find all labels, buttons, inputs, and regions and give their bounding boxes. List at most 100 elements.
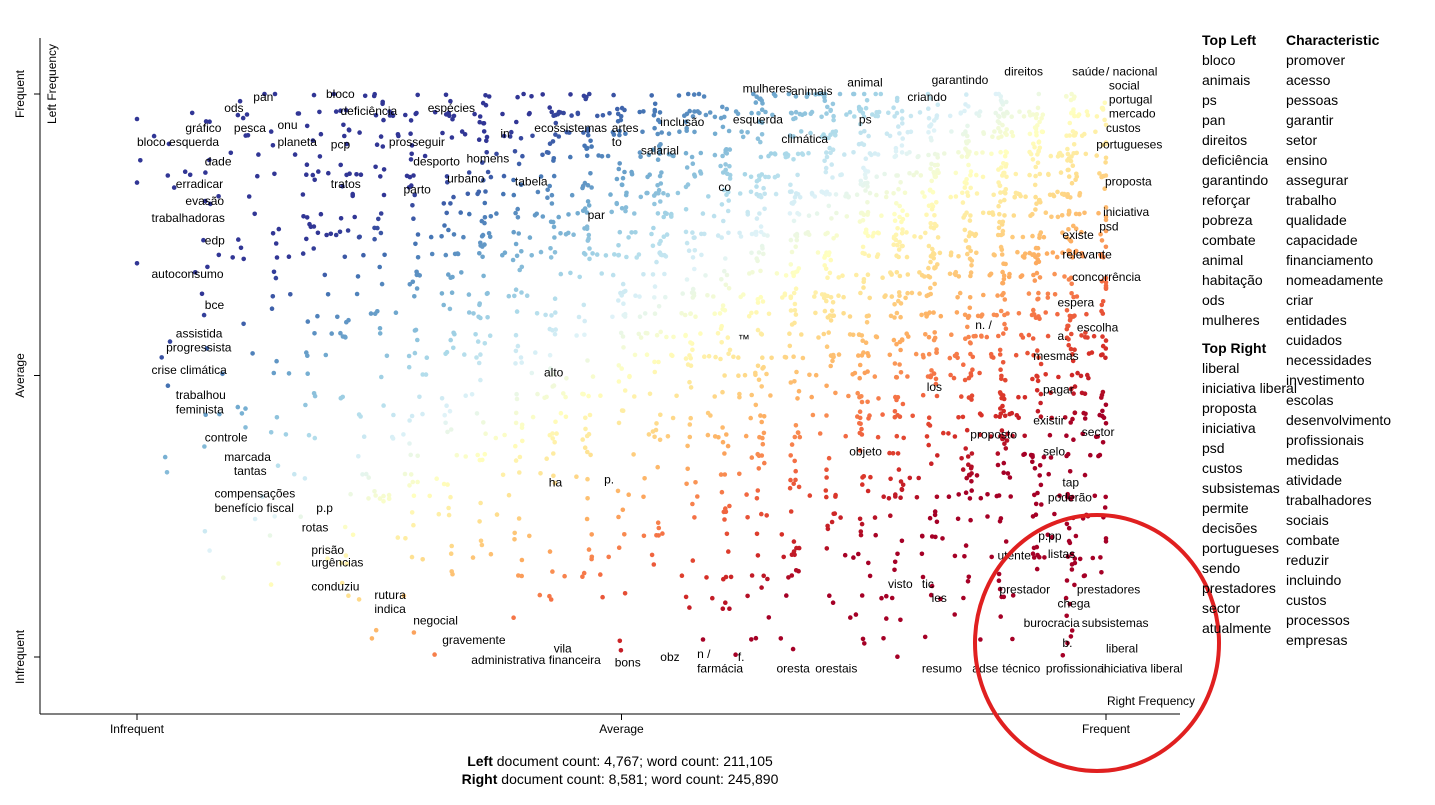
term-dot (338, 216, 344, 221)
term-dot (727, 606, 732, 611)
term-dot (932, 509, 938, 514)
term-dot (866, 416, 871, 421)
term-dot (448, 275, 454, 281)
side-column-left: Top Left bloco animais ps pan direitos defici… (1202, 30, 1312, 638)
term-dot (794, 369, 799, 375)
term-dot (640, 129, 645, 135)
term-label: criando (907, 90, 947, 104)
term-dot (727, 147, 733, 152)
term-dot (512, 293, 517, 299)
term-dot (687, 422, 693, 427)
term-dot (547, 352, 553, 358)
term-dot (753, 229, 758, 235)
term-dot (479, 542, 485, 548)
top-right-term: sendo (1202, 560, 1241, 576)
term-dot (1082, 210, 1087, 216)
term-dot (879, 595, 884, 601)
term-dot (1070, 254, 1075, 260)
term-dot (928, 122, 934, 127)
term-dot (675, 190, 681, 196)
term-dot (1092, 493, 1098, 499)
term-dot (798, 129, 804, 134)
term-dot (766, 174, 771, 180)
term-dot (547, 105, 552, 110)
term-dot (991, 192, 996, 198)
term-dot (649, 552, 655, 558)
term-dot (571, 232, 576, 237)
term-dot (1067, 120, 1073, 126)
term-dot (1000, 269, 1005, 275)
term-dot (861, 277, 867, 282)
term-dot (792, 301, 798, 307)
term-dot (378, 174, 383, 179)
term-dot (705, 432, 711, 438)
term-dot (965, 251, 970, 257)
term-dot (779, 532, 785, 537)
term-dot (791, 157, 796, 162)
footer-counts: Left document count: 4,767; word count: … (0, 752, 1240, 788)
term-dot (652, 311, 658, 317)
term-dot (965, 579, 971, 584)
term-dot (699, 231, 704, 237)
term-dot (449, 543, 455, 549)
term-dot (513, 458, 519, 463)
term-dot (271, 370, 277, 376)
term-dot (998, 94, 1004, 99)
term-dot (484, 150, 490, 155)
term-dot (873, 532, 878, 538)
term-dot (962, 185, 968, 190)
term-dot (691, 293, 697, 298)
term-dot (947, 271, 953, 277)
term-label: evasão (185, 194, 224, 208)
term-dot (415, 453, 421, 459)
term-dot (809, 190, 815, 196)
term-dot (377, 496, 383, 501)
term-dot (577, 274, 582, 280)
term-dot (534, 211, 539, 217)
term-label: mulheres (743, 81, 792, 95)
term-dot (865, 272, 871, 278)
term-dot (962, 108, 967, 114)
term-dot (463, 393, 469, 399)
term-dot (448, 337, 454, 343)
term-dot (687, 605, 692, 610)
term-label: edp (205, 233, 225, 247)
term-label: chega (1058, 597, 1091, 611)
term-dot (924, 314, 929, 319)
term-dot (695, 109, 700, 114)
term-dot (340, 334, 346, 339)
term-label: f. (738, 650, 745, 664)
term-dot (378, 230, 384, 236)
term-dot (544, 394, 549, 400)
term-dot (598, 393, 603, 399)
term-dot (620, 507, 626, 513)
term-label: visto (888, 577, 913, 591)
term-dot (735, 111, 741, 117)
term-dot (864, 98, 870, 103)
term-dot (963, 543, 969, 548)
term-dot (463, 454, 469, 459)
term-dot (568, 154, 573, 160)
term-dot (423, 372, 429, 377)
term-dot (904, 254, 910, 260)
term-dot (585, 358, 590, 363)
term-dot (755, 297, 761, 302)
term-dot (250, 351, 255, 356)
term-dot (908, 113, 914, 119)
term-dot (1004, 99, 1009, 105)
term-dot (715, 233, 721, 238)
term-dot (1003, 446, 1009, 451)
term-label: vila (554, 642, 572, 656)
term-dot (585, 496, 590, 501)
term-dot (920, 392, 926, 398)
term-dot (1099, 302, 1105, 308)
term-dot (519, 249, 524, 254)
term-dot (756, 111, 761, 116)
term-dot (1012, 194, 1017, 200)
term-dot (629, 230, 634, 235)
term-dot (772, 151, 778, 156)
term-dot (652, 125, 657, 131)
term-dot (408, 131, 413, 136)
term-dot (312, 177, 318, 183)
